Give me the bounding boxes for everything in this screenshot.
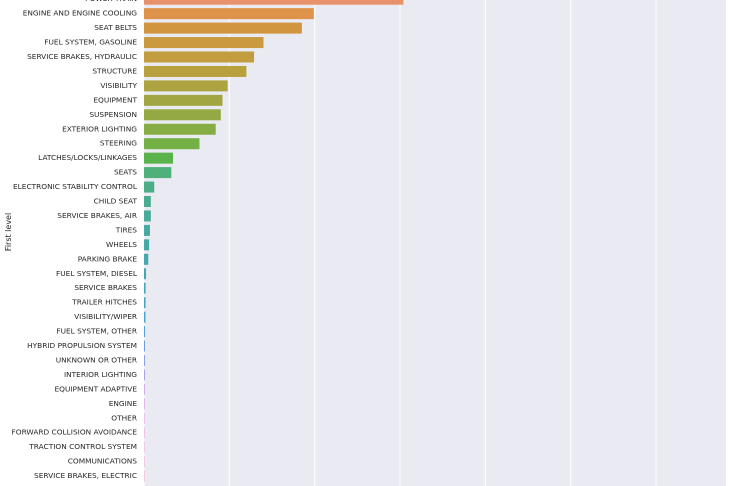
bar	[144, 181, 155, 193]
y-axis-label: First level	[4, 213, 13, 251]
y-tick-label: TIRES	[115, 225, 137, 234]
y-tick-label: LATCHES/LOCKS/LINKAGES	[38, 153, 137, 162]
bar	[144, 196, 151, 207]
bar	[144, 369, 145, 381]
bar	[144, 167, 172, 179]
bar	[144, 152, 174, 164]
bar	[144, 311, 146, 323]
bar	[144, 22, 302, 34]
bar	[144, 65, 247, 77]
y-tick-label: HYBRID PROPULSION SYSTEM	[27, 341, 137, 350]
y-tick-label: VISIBILITY/WIPER	[74, 312, 137, 321]
bar	[144, 253, 149, 265]
bar	[144, 354, 145, 366]
bar	[144, 282, 146, 294]
bar	[144, 109, 221, 121]
y-tick-label: POWER TRAIN	[85, 0, 137, 3]
y-tick-label: ELECTRONIC STABILITY CONTROL	[13, 182, 138, 191]
bar	[144, 340, 145, 352]
bar	[144, 224, 150, 236]
y-tick-label: INTERIOR LIGHTING	[64, 370, 137, 379]
y-tick-label: ENGINE	[109, 399, 138, 408]
y-tick-label: FORWARD COLLISION AVOIDANCE	[12, 428, 138, 437]
plot-background	[144, 0, 726, 486]
y-tick-label: SEATS	[114, 168, 137, 177]
bar	[144, 80, 228, 92]
y-tick-label: VISIBILITY	[100, 81, 137, 90]
y-tick-label: EQUIPMENT ADAPTIVE	[54, 384, 137, 393]
bar	[144, 268, 147, 280]
y-tick-label: STRUCTURE	[92, 66, 137, 75]
y-tick-label: OTHER	[111, 413, 137, 422]
y-tick-label: SERVICE BRAKES, HYDRAULIC	[27, 52, 137, 61]
y-tick-label: SERVICE BRAKES, ELECTRIC	[34, 471, 137, 480]
y-tick-label: COMMUNICATIONS	[68, 457, 138, 466]
bar	[144, 326, 146, 338]
y-tick-label: EXTERIOR LIGHTING	[62, 124, 137, 133]
y-tick-label: FUEL SYSTEM, OTHER	[56, 327, 137, 336]
bar	[144, 239, 150, 251]
bar	[144, 297, 146, 309]
y-tick-label: EQUIPMENT	[93, 95, 137, 104]
y-tick-label: TRAILER HITCHES	[71, 298, 137, 307]
y-tick-label: FUEL SYSTEM, GASOLINE	[44, 38, 137, 47]
y-tick-label: SERVICE BRAKES	[74, 283, 137, 292]
y-tick-label: TRACTION CONTROL SYSTEM	[28, 442, 137, 451]
bar	[144, 8, 314, 20]
y-tick-label: FUEL SYSTEM, DIESEL	[56, 269, 138, 278]
y-tick-label: SUSPENSION	[89, 110, 137, 119]
bar	[144, 0, 404, 5]
bar	[144, 51, 255, 63]
bar	[144, 94, 223, 106]
y-tick-label: SEAT BELTS	[94, 23, 137, 32]
y-tick-label: UNKNOWN OR OTHER	[56, 355, 137, 364]
bar	[144, 210, 151, 222]
y-tick-label: SERVICE BRAKES, AIR	[57, 211, 137, 220]
bar	[144, 123, 216, 135]
y-tick-label: STEERING	[100, 139, 137, 148]
bar	[144, 37, 264, 49]
y-tick-label: PARKING BRAKE	[78, 254, 138, 263]
bars	[144, 0, 404, 482]
bar	[144, 138, 200, 150]
y-tick-label: CHILD SEAT	[94, 197, 138, 206]
y-tick-label: ENGINE AND ENGINE COOLING	[23, 9, 138, 18]
bar	[144, 383, 145, 395]
y-tick-labels: POWER TRAIN ENGINE AND ENGINE COOLING SEAT…	[12, 0, 138, 480]
y-tick-label: WHEELS	[106, 240, 137, 249]
